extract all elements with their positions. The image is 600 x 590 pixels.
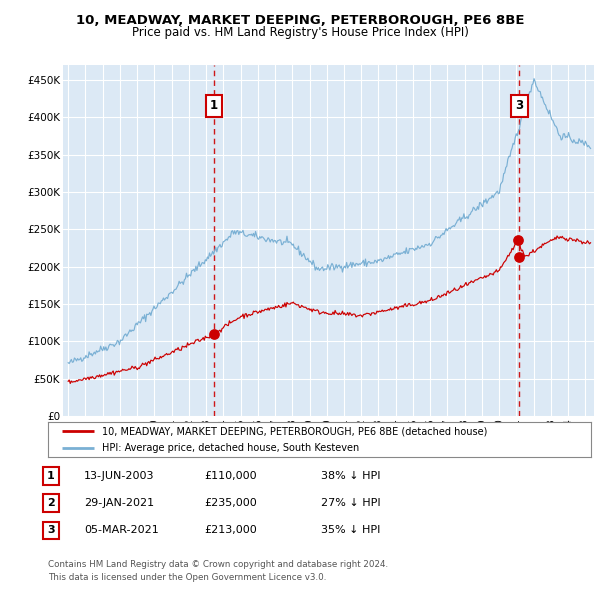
Text: 05-MAR-2021: 05-MAR-2021 [84, 526, 159, 535]
Text: 29-JAN-2021: 29-JAN-2021 [84, 499, 154, 508]
Point [515, 252, 524, 261]
Text: 1: 1 [47, 471, 55, 481]
Text: 3: 3 [47, 526, 55, 535]
Text: Price paid vs. HM Land Registry's House Price Index (HPI): Price paid vs. HM Land Registry's House … [131, 26, 469, 39]
Text: £110,000: £110,000 [204, 471, 257, 481]
Text: 1: 1 [210, 100, 218, 113]
Point [513, 236, 523, 245]
Text: 10, MEADWAY, MARKET DEEPING, PETERBOROUGH, PE6 8BE: 10, MEADWAY, MARKET DEEPING, PETERBOROUG… [76, 14, 524, 27]
Text: HPI: Average price, detached house, South Kesteven: HPI: Average price, detached house, Sout… [103, 442, 359, 453]
Text: 13-JUN-2003: 13-JUN-2003 [84, 471, 155, 481]
Text: 3: 3 [515, 100, 523, 113]
Text: 35% ↓ HPI: 35% ↓ HPI [321, 526, 380, 535]
Text: £213,000: £213,000 [204, 526, 257, 535]
Point [209, 329, 218, 339]
Text: 2: 2 [47, 499, 55, 508]
Text: £235,000: £235,000 [204, 499, 257, 508]
Text: Contains HM Land Registry data © Crown copyright and database right 2024.
This d: Contains HM Land Registry data © Crown c… [48, 560, 388, 582]
Text: 27% ↓ HPI: 27% ↓ HPI [321, 499, 380, 508]
Text: 10, MEADWAY, MARKET DEEPING, PETERBOROUGH, PE6 8BE (detached house): 10, MEADWAY, MARKET DEEPING, PETERBOROUG… [103, 427, 488, 437]
Text: 38% ↓ HPI: 38% ↓ HPI [321, 471, 380, 481]
